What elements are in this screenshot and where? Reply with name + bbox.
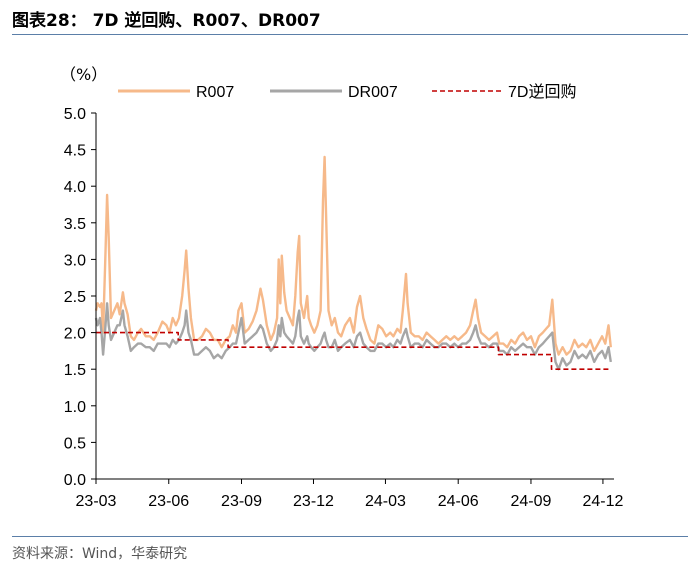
series-line-7d-reverse-repo: [96, 331, 611, 370]
legend-label-dr007: DR007: [348, 84, 398, 101]
legend: R007 DR007 7D逆回购: [118, 83, 576, 101]
x-tick-label: 23-12: [293, 493, 334, 510]
series-layer: [94, 155, 612, 371]
y-tick-label: 4.0: [64, 179, 86, 196]
x-tick-label: 24-09: [511, 493, 552, 510]
footer-divider: [12, 536, 688, 537]
x-tick-label: 23-03: [76, 493, 117, 510]
y-tick-label: 0.5: [64, 435, 86, 452]
y-tick-label: 1.5: [64, 362, 86, 379]
title-divider: [12, 34, 688, 35]
x-tick-label: 24-03: [365, 493, 406, 510]
y-tick-label: 3.5: [64, 216, 86, 233]
y-tick-label: 5.0: [64, 106, 86, 123]
series-line-r007: [94, 155, 612, 356]
y-tick-label: 1.0: [64, 399, 86, 416]
y-tick-label: 4.5: [64, 143, 86, 160]
y-tick-label: 3.0: [64, 252, 86, 269]
x-tick-label: 23-06: [148, 493, 189, 510]
page-title: 图表28： 7D 逆回购、R007、DR007: [12, 11, 321, 31]
y-unit-label: （%）: [60, 65, 107, 84]
y-tick-label: 0.0: [64, 472, 86, 489]
y-tick-label: 2.0: [64, 326, 86, 343]
line-chart: （%） R007 DR007 7D逆回购 0.0 0.5 1.0 1.5 2.0 2.5 3…: [60, 65, 623, 510]
x-axis-ticks: 23-03 23-06 23-09 23-12 24-03 24-06 24-09 24-12: [76, 479, 623, 510]
x-tick-label: 23-09: [221, 493, 262, 510]
series-line-dr007: [94, 302, 612, 371]
x-tick-label: 24-06: [438, 493, 479, 510]
x-tick-label: 24-12: [582, 493, 623, 510]
y-axis-ticks: 0.0 0.5 1.0 1.5 2.0 2.5 3.0 3.5 4.0 4.5 5.0: [64, 106, 96, 489]
y-tick-label: 2.5: [64, 289, 86, 306]
source-note: 资料来源：Wind，华泰研究: [12, 546, 188, 562]
legend-label-7d-reverse-repo: 7D逆回购: [508, 83, 576, 101]
legend-label-r007: R007: [196, 84, 234, 101]
